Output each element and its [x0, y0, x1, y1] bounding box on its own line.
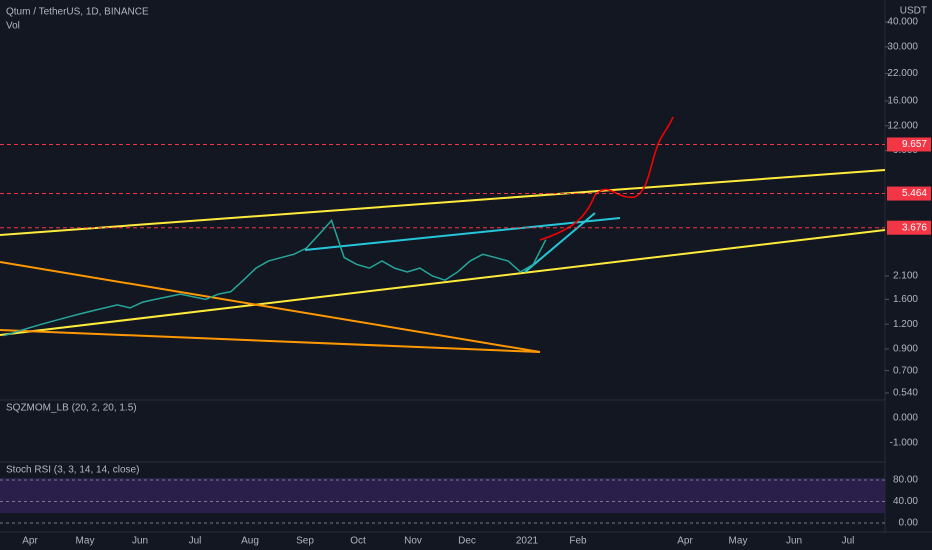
indicator-tick-label: 40.00 [893, 496, 918, 507]
price-line [3, 218, 547, 337]
price-tick-label: 2.100 [893, 271, 918, 282]
time-label: May [76, 536, 95, 547]
trend-line [0, 169, 886, 236]
price-tick-label: 1.600 [893, 294, 918, 305]
price-tick-label: 12.000 [887, 120, 918, 131]
drawn-projection [539, 116, 674, 241]
time-label: Jul [842, 536, 855, 547]
trend-line [304, 217, 621, 251]
indicator-tick-label: -1.000 [890, 438, 919, 449]
price-tag [887, 137, 931, 152]
time-label: Jun [132, 536, 148, 547]
time-label: May [729, 536, 748, 547]
trend-line [0, 229, 886, 336]
price-tick-label: 30.000 [887, 41, 918, 52]
time-label: Sep [296, 536, 314, 547]
price-tag-label: 9.657 [902, 139, 927, 150]
time-label: Oct [350, 536, 366, 547]
trend-line [524, 212, 596, 273]
indicator-title: Stoch RSI (3, 3, 14, 14, close) [6, 465, 139, 476]
price-tag-label: 3.676 [902, 222, 927, 233]
trend-line [0, 329, 541, 353]
price-tick-label: 22.000 [887, 68, 918, 79]
stoch-band [0, 478, 885, 513]
price-tick-label: 40.000 [887, 17, 918, 28]
indicator-tick-label: 0.00 [899, 518, 919, 529]
price-tick-label: 0.700 [893, 365, 918, 376]
volume-label: Vol [6, 21, 20, 32]
axis-unit: USDT [900, 6, 927, 17]
price-tag [887, 220, 931, 235]
time-label: Apr [22, 536, 38, 547]
time-label: Feb [569, 536, 587, 547]
price-tick-label: 1.200 [893, 319, 918, 330]
time-label: Dec [458, 536, 476, 547]
price-tick-label: 0.900 [893, 344, 918, 355]
price-tick-label: 0.540 [893, 388, 918, 399]
symbol-title: Qtum / TetherUS, 1D, BINANCE [6, 7, 149, 18]
trend-line [0, 261, 541, 353]
price-tag [887, 186, 931, 201]
time-label: Aug [241, 536, 259, 547]
time-label: Jun [786, 536, 802, 547]
indicator-title: SQZMOM_LB (20, 2, 20, 1.5) [6, 403, 137, 414]
price-tag-label: 5.464 [902, 188, 927, 199]
time-label: Jul [189, 536, 202, 547]
indicator-tick-label: 80.00 [893, 475, 918, 486]
indicator-tick-label: 0.000 [893, 413, 918, 424]
time-label: 2021 [516, 536, 539, 547]
time-label: Nov [404, 536, 422, 547]
time-label: Apr [677, 536, 693, 547]
price-tick-label: 16.000 [887, 96, 918, 107]
